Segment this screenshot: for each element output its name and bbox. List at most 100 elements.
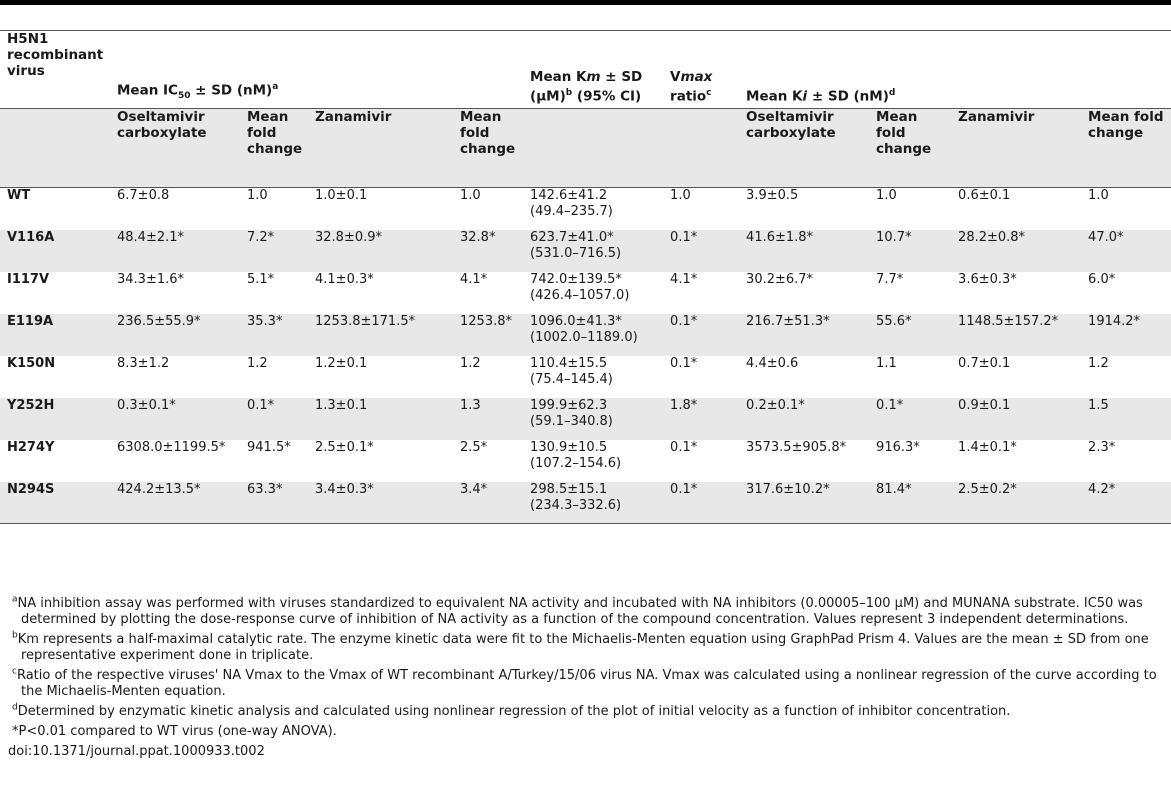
subheader-ki-zana-fold: Mean fold change [1081, 108, 1171, 188]
km-ci: (59.1–340.8) [530, 413, 613, 429]
table-row: E119A 236.5±55.9* 35.3* 1253.8±171.5* 1253.8… [0, 313, 1171, 356]
cell-ki-osel-fold: 1.1 [876, 355, 897, 371]
subheader-km-blank [523, 108, 664, 188]
km-value: 110.4±15.5 [530, 355, 608, 371]
cell-ki-zana: 0.7±0.1 [958, 355, 1011, 371]
subheader-ic50-zanamivir: Zanamivir [308, 108, 453, 188]
col-virus-header: H5N1 recombinant virus [7, 31, 104, 79]
subheader-blank [0, 108, 110, 188]
cell-virus: H274Y [7, 439, 55, 455]
km-value: 1096.0±41.3* [530, 313, 622, 329]
col-ic50-header: Mean IC50 ± SD (nM)a [110, 31, 524, 109]
cell-vmax: 4.1* [670, 271, 698, 287]
cell-ic-zana-fold: 1.2 [460, 355, 481, 371]
km-ci: (1002.0–1189.0) [530, 329, 638, 345]
cell-ic-osel-fold: 63.3* [247, 481, 283, 497]
footnote-marker: c [12, 666, 17, 677]
table-top-border [0, 30, 1171, 31]
data-table: H5N1 recombinant virus Mean IC50 ± SD (n… [0, 31, 1171, 524]
subheader-ic50-osel-fold: Mean fold change [240, 108, 308, 188]
cell-virus: I117V [7, 271, 50, 287]
cell-ki-osel: 3573.5±905.8* [746, 439, 847, 455]
cell-ic-osel: 6308.0±1199.5* [117, 439, 226, 455]
subheader-ic50-oseltamivir: Oseltamivir carboxylate [110, 108, 240, 188]
cell-ic-osel: 6.7±0.8 [117, 188, 170, 203]
top-rule [0, 0, 1171, 5]
cell-ic-osel-fold: 5.1* [247, 271, 275, 287]
col-vmax-header: Vmax ratioc [670, 68, 713, 105]
cell-ic-zana-fold: 1.0 [460, 188, 481, 203]
cell-ki-zana-fold: 1.2 [1088, 355, 1109, 371]
footnote-text: NA inhibition assay was performed with v… [17, 596, 1143, 627]
km-ci: (75.4–145.4) [530, 371, 613, 387]
cell-ki-zana: 3.6±0.3* [958, 271, 1017, 287]
footnote: bKm represents a half-maximal catalytic … [8, 630, 1168, 664]
footnote: dDetermined by enzymatic kinetic analysi… [8, 702, 1168, 720]
cell-virus: V116A [7, 229, 55, 245]
cell-ic-zana: 1253.8±171.5* [315, 313, 416, 329]
cell-ki-zana: 0.9±0.1 [958, 397, 1011, 413]
footnote-text: *P<0.01 compared to WT virus (one-way AN… [12, 724, 337, 739]
cell-ic-zana-fold: 32.8* [460, 229, 496, 245]
cell-ic-zana: 3.4±0.3* [315, 481, 374, 497]
cell-vmax: 1.8* [670, 397, 698, 413]
cell-ki-zana-fold: 47.0* [1088, 229, 1124, 245]
cell-virus: E119A [7, 313, 54, 329]
header-row-1: H5N1 recombinant virus Mean IC50 ± SD (n… [0, 31, 1171, 109]
cell-ki-osel-fold: 7.7* [876, 271, 904, 287]
cell-ki-zana: 0.6±0.1 [958, 188, 1011, 203]
footnote-marker: b [12, 630, 18, 641]
cell-ki-zana-fold: 1.0 [1088, 188, 1109, 203]
cell-ic-osel-fold: 941.5* [247, 439, 291, 455]
table-row: V116A 48.4±2.1* 7.2* 32.8±0.9* 32.8* 623.7±41… [0, 229, 1171, 272]
cell-ki-osel-fold: 1.0 [876, 188, 897, 203]
footnote-marker: d [12, 702, 18, 713]
table-row: I117V 34.3±1.6* 5.1* 4.1±0.3* 4.1* 742.0±139.… [0, 272, 1171, 314]
cell-ic-osel: 0.3±0.1* [117, 397, 176, 413]
cell-km: 110.4±15.5 (75.4–145.4) [523, 356, 663, 398]
km-value: 298.5±15.1 [530, 481, 608, 497]
cell-ki-zana: 28.2±0.8* [958, 229, 1026, 245]
km-value: 623.7±41.0* [530, 229, 614, 245]
cell-ic-osel-fold: 0.1* [247, 397, 275, 413]
cell-ki-zana: 2.5±0.2* [958, 481, 1017, 497]
km-ci: (107.2–154.6) [530, 455, 622, 471]
km-value: 142.6±41.2 [530, 188, 608, 203]
cell-ki-osel-fold: 0.1* [876, 397, 904, 413]
cell-ki-zana-fold: 1914.2* [1088, 313, 1141, 329]
subheader-ic50-zana-fold: Mean fold change [453, 108, 524, 188]
col-ki-header: Mean Ki ± SD (nM)d [746, 87, 896, 105]
cell-virus: N294S [7, 481, 55, 497]
cell-km: 130.9±10.5 (107.2–154.6) [523, 440, 663, 482]
footnote-text: Km represents a half-maximal catalytic r… [17, 632, 1149, 663]
table-row: N294S 424.2±13.5* 63.3* 3.4±0.3* 3.4* 298.5±1… [0, 481, 1171, 524]
cell-ki-zana-fold: 1.5 [1088, 397, 1109, 413]
cell-ki-osel: 317.6±10.2* [746, 481, 830, 497]
footnote: *P<0.01 compared to WT virus (one-way AN… [8, 724, 1168, 740]
subheader-vmax-blank [663, 108, 740, 188]
cell-ki-osel-fold: 916.3* [876, 439, 920, 455]
cell-km: 142.6±41.2 (49.4–235.7) [523, 188, 663, 230]
cell-virus: Y252H [7, 397, 55, 413]
cell-ki-osel-fold: 81.4* [876, 481, 912, 497]
cell-ki-osel: 4.4±0.6 [746, 355, 799, 371]
cell-ic-osel-fold: 1.0 [247, 188, 268, 203]
footnote-text: Determined by enzymatic kinetic analysis… [17, 704, 1011, 719]
cell-ic-osel: 48.4±2.1* [117, 229, 185, 245]
cell-ic-osel-fold: 7.2* [247, 229, 275, 245]
km-value: 742.0±139.5* [530, 271, 622, 287]
footnote: cRatio of the respective viruses' NA Vma… [8, 666, 1168, 700]
footnote: aNA inhibition assay was performed with … [8, 595, 1168, 628]
km-value: 199.9±62.3 [530, 397, 608, 413]
cell-ic-zana: 1.0±0.1 [315, 188, 368, 203]
cell-ki-osel-fold: 55.6* [876, 313, 912, 329]
cell-ki-zana: 1148.5±157.2* [958, 313, 1059, 329]
cell-ki-zana-fold: 4.2* [1088, 481, 1116, 497]
table-footnotes: aNA inhibition assay was performed with … [8, 595, 1168, 760]
cell-ki-zana-fold: 6.0* [1088, 271, 1116, 287]
cell-km: 1096.0±41.3* (1002.0–1189.0) [523, 314, 663, 356]
subheader-ki-oseltamivir: Oseltamivir carboxylate [739, 108, 870, 188]
cell-km: 742.0±139.5* (426.4–1057.0) [523, 272, 663, 314]
doi-line: doi:10.1371/journal.ppat.1000933.t002 [8, 744, 265, 759]
header-row-2: Oseltamivir carboxylate Mean fold change… [0, 108, 1171, 188]
